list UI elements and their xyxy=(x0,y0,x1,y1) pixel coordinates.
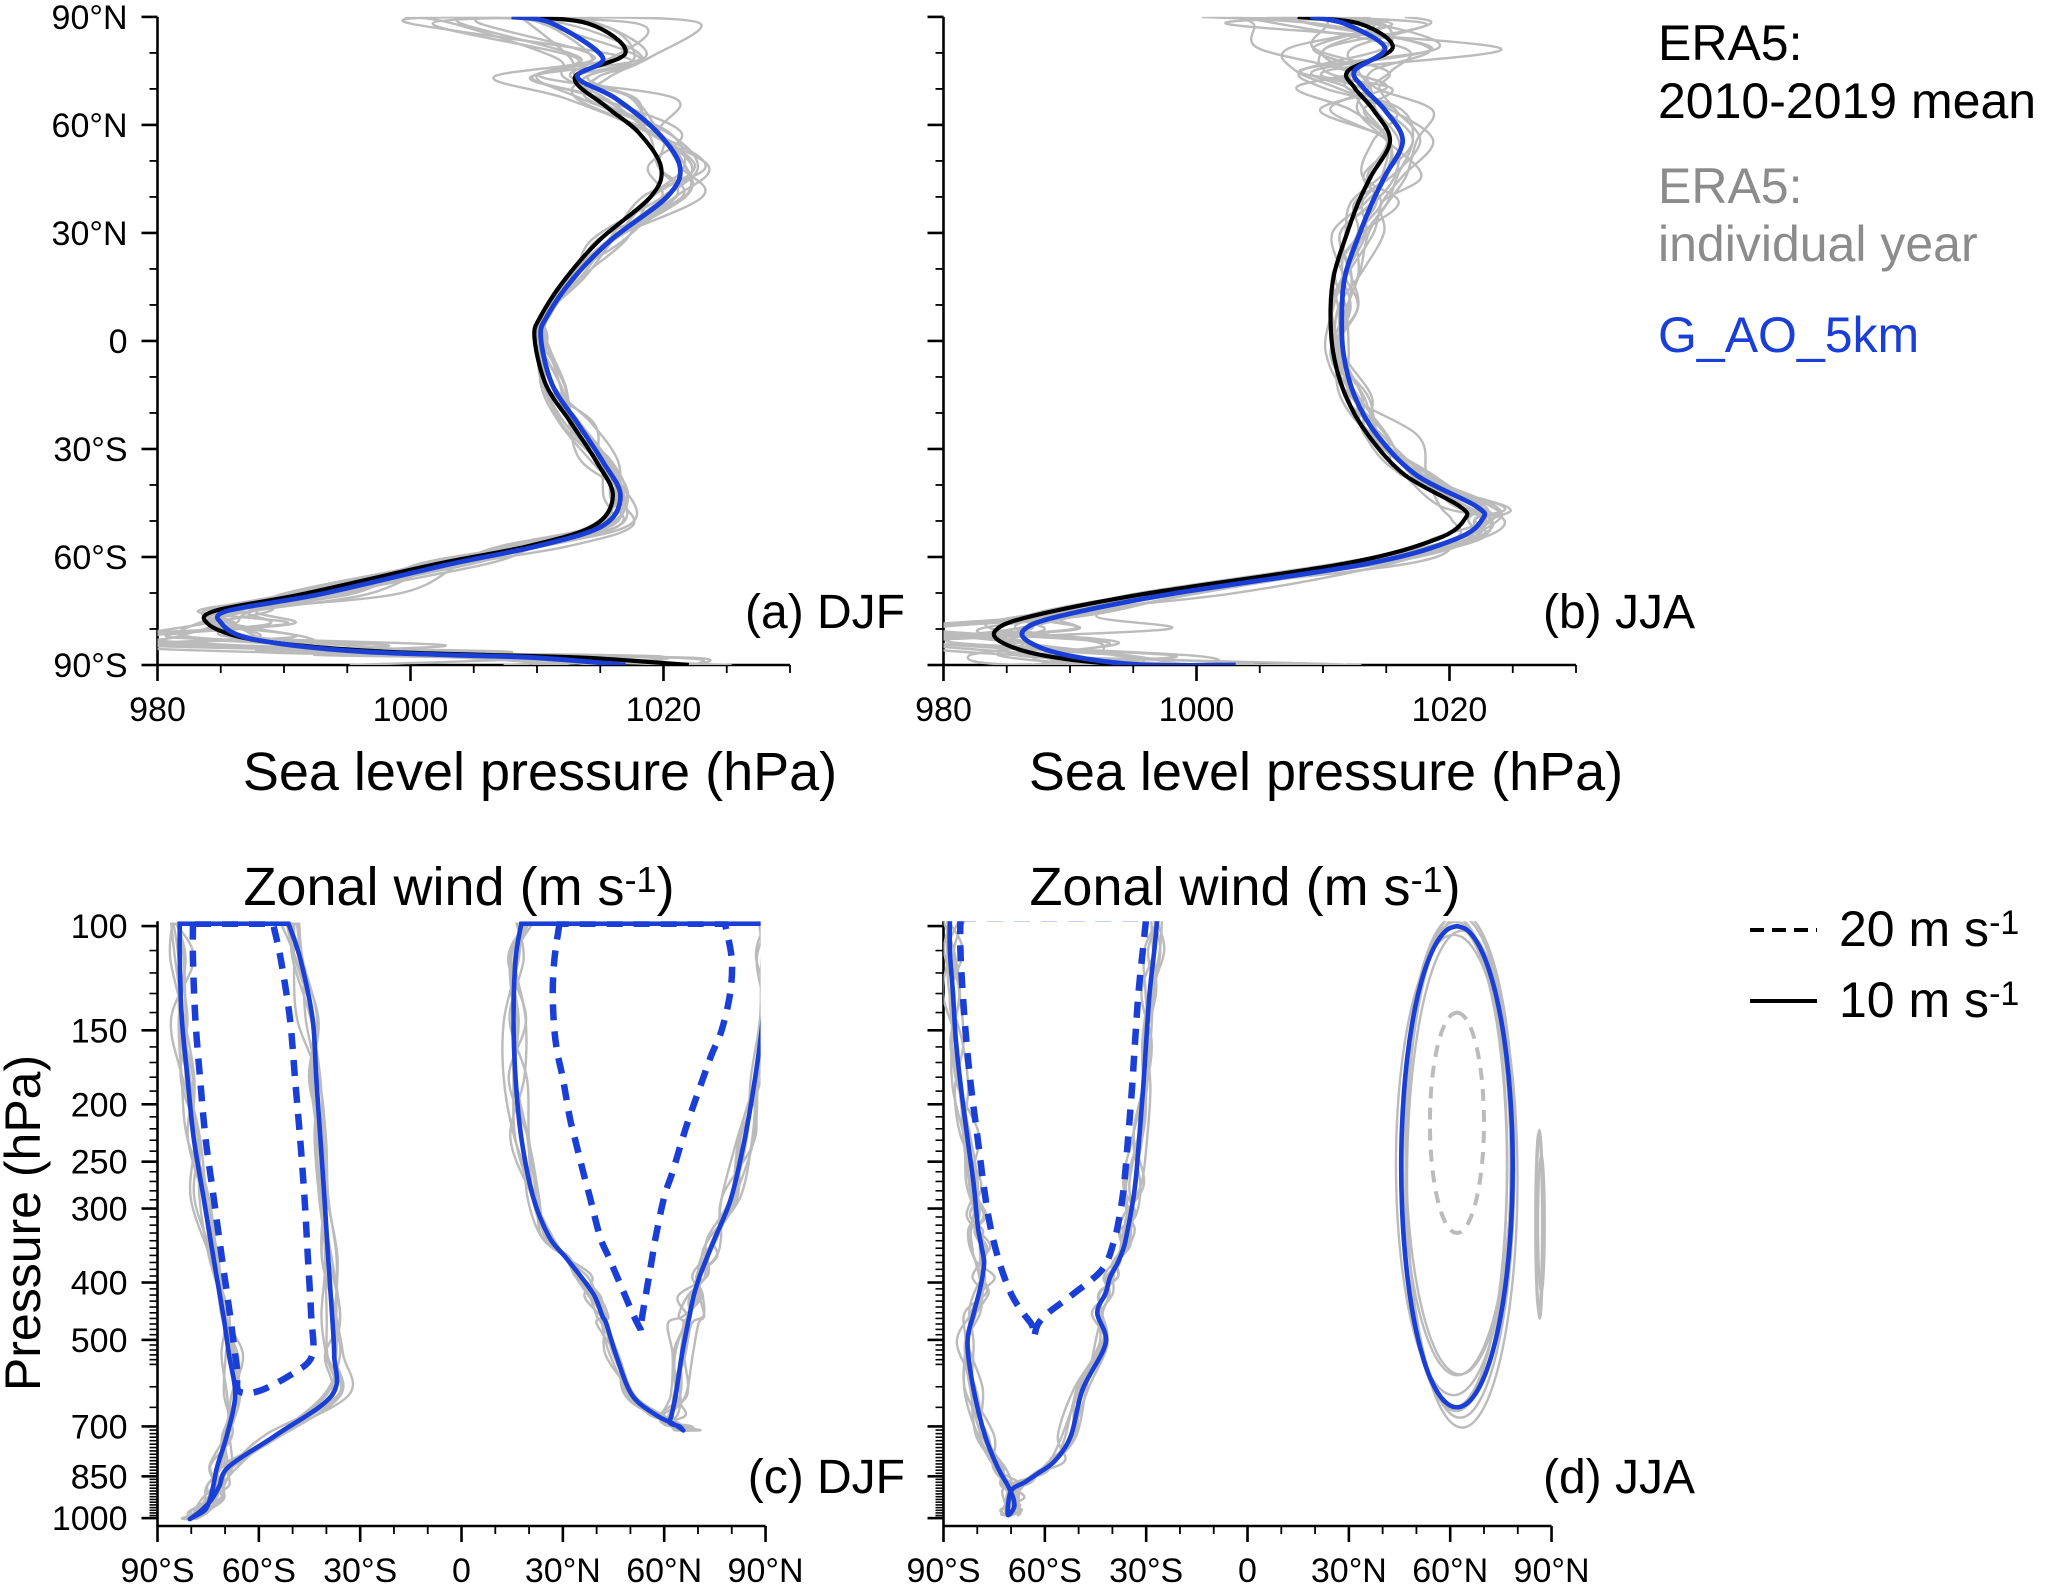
svg-text:90°S: 90°S xyxy=(53,647,127,685)
svg-text:400: 400 xyxy=(71,1265,128,1303)
svg-text:1020: 1020 xyxy=(626,691,702,729)
svg-text:60°S: 60°S xyxy=(222,1552,296,1590)
svg-text:100: 100 xyxy=(71,908,128,946)
svg-text:60°N: 60°N xyxy=(52,107,128,145)
svg-text:150: 150 xyxy=(71,1012,128,1050)
svg-text:(a) DJF: (a) DJF xyxy=(745,586,905,639)
svg-text:60°N: 60°N xyxy=(626,1552,702,1590)
svg-text:Sea level pressure (hPa): Sea level pressure (hPa) xyxy=(1029,742,1623,802)
svg-text:2010-2019 mean: 2010-2019 mean xyxy=(1658,73,2036,129)
svg-text:(d) JJA: (d) JJA xyxy=(1543,1451,1695,1504)
svg-text:Sea level pressure (hPa): Sea level pressure (hPa) xyxy=(243,742,837,802)
svg-text:980: 980 xyxy=(129,691,186,729)
svg-text:1020: 1020 xyxy=(1412,691,1488,729)
svg-text:500: 500 xyxy=(71,1322,128,1360)
svg-text:G_AO_5km: G_AO_5km xyxy=(1658,307,1919,363)
svg-text:(b) JJA: (b) JJA xyxy=(1543,586,1695,639)
svg-text:(c) DJF: (c) DJF xyxy=(748,1451,905,1504)
svg-text:0: 0 xyxy=(1238,1552,1257,1590)
svg-text:90°N: 90°N xyxy=(728,1552,804,1590)
svg-text:90°N: 90°N xyxy=(1514,1552,1590,1590)
svg-text:1000: 1000 xyxy=(373,691,449,729)
svg-text:30°N: 30°N xyxy=(52,215,128,253)
svg-text:individual year: individual year xyxy=(1658,216,1978,272)
svg-text:90°S: 90°S xyxy=(906,1552,980,1590)
svg-text:Pressure (hPa): Pressure (hPa) xyxy=(0,1055,51,1391)
svg-text:30°N: 30°N xyxy=(525,1552,601,1590)
svg-text:0: 0 xyxy=(109,323,128,361)
svg-text:60°N: 60°N xyxy=(1412,1552,1488,1590)
svg-text:1000: 1000 xyxy=(52,1500,128,1538)
svg-text:30°S: 30°S xyxy=(53,431,127,469)
svg-text:250: 250 xyxy=(71,1144,128,1182)
svg-text:Zonal wind (m s-1): Zonal wind (m s-1) xyxy=(1029,857,1460,917)
svg-text:ERA5:: ERA5: xyxy=(1658,158,1803,214)
svg-text:300: 300 xyxy=(71,1191,128,1229)
svg-text:980: 980 xyxy=(915,691,972,729)
svg-text:700: 700 xyxy=(71,1408,128,1446)
svg-text:1000: 1000 xyxy=(1159,691,1235,729)
svg-text:Zonal wind (m s-1): Zonal wind (m s-1) xyxy=(243,857,674,917)
svg-text:60°S: 60°S xyxy=(53,539,127,577)
svg-text:30°S: 30°S xyxy=(323,1552,397,1590)
svg-text:30°N: 30°N xyxy=(1311,1552,1387,1590)
svg-text:90°N: 90°N xyxy=(52,0,128,37)
svg-text:200: 200 xyxy=(71,1086,128,1124)
svg-text:850: 850 xyxy=(71,1458,128,1496)
svg-text:90°S: 90°S xyxy=(120,1552,194,1590)
svg-text:0: 0 xyxy=(452,1552,471,1590)
svg-text:ERA5:: ERA5: xyxy=(1658,15,1803,71)
svg-text:30°S: 30°S xyxy=(1109,1552,1183,1590)
svg-text:60°S: 60°S xyxy=(1008,1552,1082,1590)
